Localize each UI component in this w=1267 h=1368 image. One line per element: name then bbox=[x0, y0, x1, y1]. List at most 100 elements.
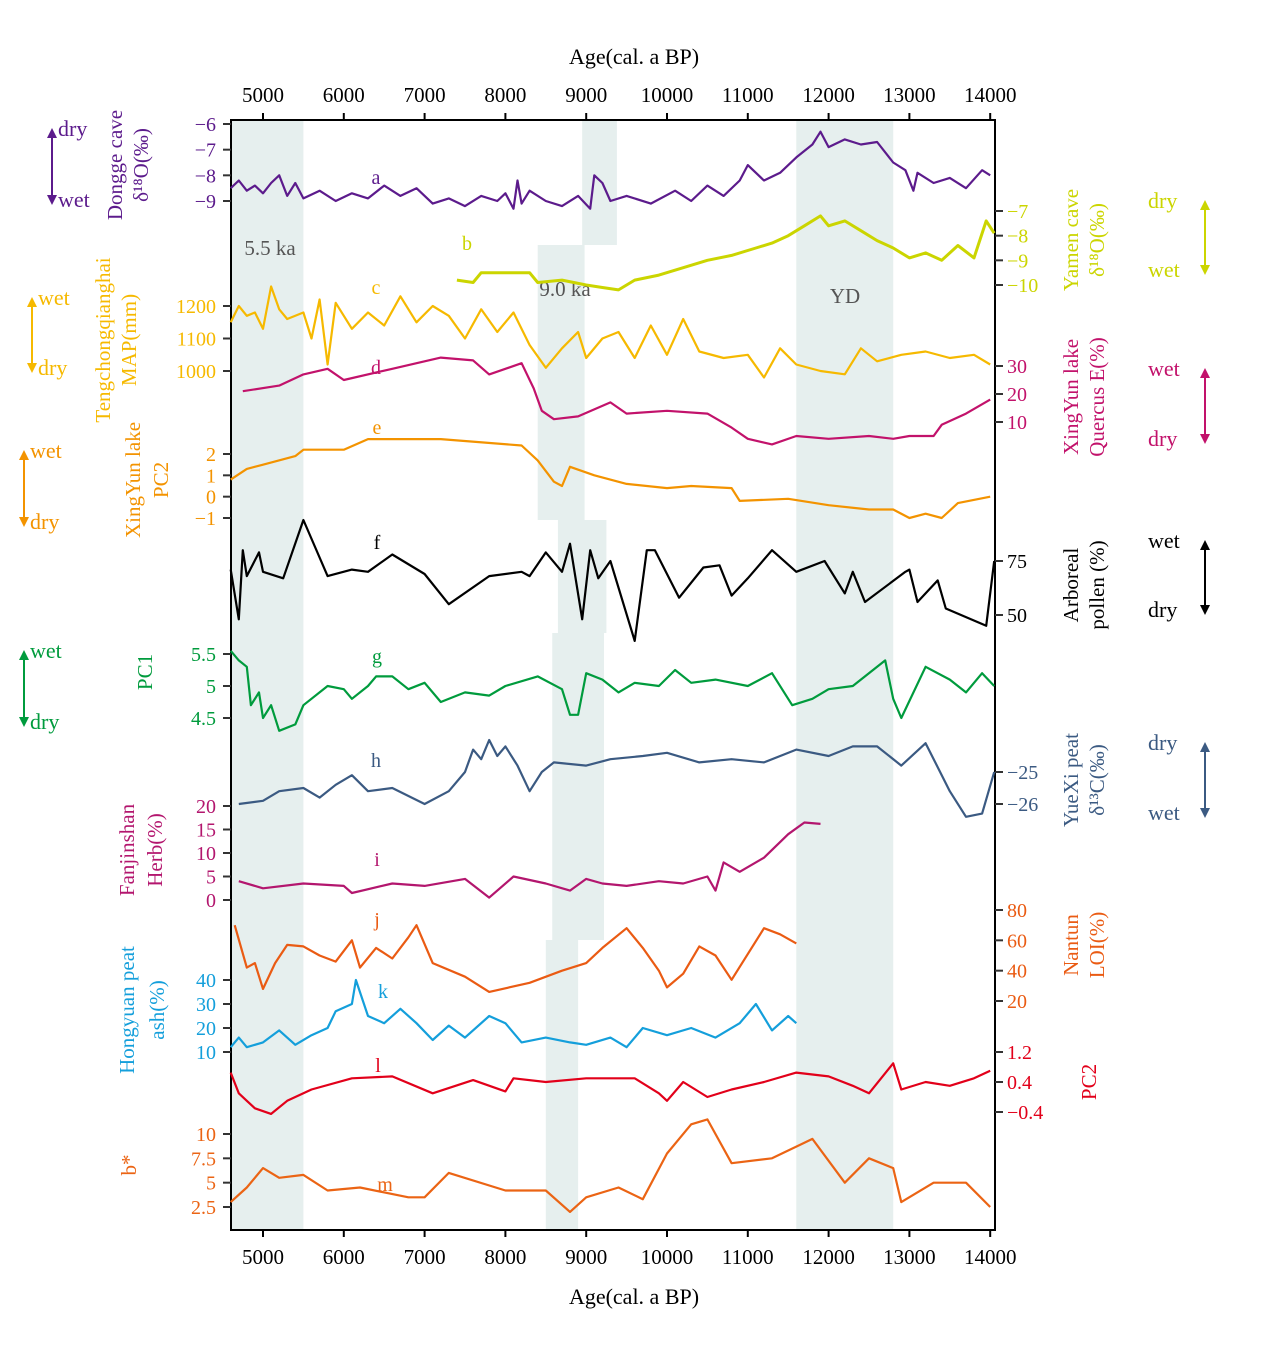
series-line-k bbox=[229, 978, 798, 1049]
direction-label-top: wet bbox=[30, 638, 62, 663]
y-tick-label-g: 4.5 bbox=[191, 708, 216, 730]
y-tick-label-i: 5 bbox=[206, 867, 216, 889]
arrow-up-icon bbox=[19, 450, 29, 460]
y-axis-title-i: Fanjinshan bbox=[115, 803, 139, 896]
y-tick-label-d: 30 bbox=[1007, 356, 1027, 378]
y-tick-label-a: −8 bbox=[195, 165, 216, 187]
series-line-b bbox=[456, 214, 996, 292]
shaded-interval bbox=[537, 245, 585, 520]
shaded-interval bbox=[582, 120, 617, 245]
y-axis-title-k: ash(%) bbox=[145, 980, 169, 1039]
y-axis-title-h: δ¹³C(‰) bbox=[1085, 744, 1109, 815]
arrow-up-icon bbox=[19, 650, 29, 660]
x-tick-label-top: 10000 bbox=[641, 83, 694, 107]
y-tick-label-e: 1 bbox=[206, 465, 216, 487]
y-tick-label-m: 7.5 bbox=[191, 1148, 216, 1170]
y-axis-title-d: Quercus E(%) bbox=[1085, 337, 1109, 457]
x-tick-label-top: 11000 bbox=[722, 83, 774, 107]
y-tick-label-i: 15 bbox=[196, 820, 216, 842]
annotation-label: YD bbox=[830, 284, 860, 308]
y-axis-title-j: LOI(%) bbox=[1085, 912, 1109, 978]
y-tick-label-j: 40 bbox=[1007, 961, 1027, 983]
y-tick-label-k: 30 bbox=[196, 994, 216, 1016]
series-line-e bbox=[230, 438, 991, 520]
y-tick-label-d: 10 bbox=[1007, 412, 1027, 434]
x-tick-label-bottom: 8000 bbox=[484, 1245, 526, 1269]
y-tick-label-h: −25 bbox=[1007, 762, 1038, 784]
y-tick-label-l: 1.2 bbox=[1007, 1042, 1032, 1064]
y-axis-title-b: δ¹⁸O(‰) bbox=[1085, 203, 1109, 277]
x-tick-label-bottom: 6000 bbox=[323, 1245, 365, 1269]
arrow-down-icon bbox=[27, 363, 37, 373]
series-label-e: e bbox=[373, 417, 382, 439]
y-tick-label-m: 10 bbox=[196, 1124, 216, 1146]
series-line-i bbox=[238, 821, 821, 899]
arrow-up-icon bbox=[1200, 742, 1210, 752]
y-axis-title-h: YueXi peat bbox=[1059, 733, 1083, 827]
y-axis-title-f: Arboreal bbox=[1059, 548, 1083, 623]
y-tick-label-b: −9 bbox=[1007, 250, 1028, 272]
y-tick-label-e: 2 bbox=[206, 444, 216, 466]
series-label-f: f bbox=[374, 532, 381, 554]
y-tick-label-j: 60 bbox=[1007, 930, 1027, 952]
arrow-up-icon bbox=[1200, 368, 1210, 378]
arrow-down-icon bbox=[1200, 265, 1210, 275]
x-tick-label-top: 5000 bbox=[242, 83, 284, 107]
y-tick-label-l: 0.4 bbox=[1007, 1072, 1032, 1094]
series-label-g: g bbox=[372, 646, 382, 668]
x-tick-label-top: 6000 bbox=[323, 83, 365, 107]
series-label-i: i bbox=[374, 849, 380, 871]
y-tick-label-m: 5 bbox=[206, 1173, 216, 1195]
y-tick-label-a: −7 bbox=[195, 140, 216, 162]
y-tick-label-g: 5 bbox=[206, 676, 216, 698]
x-tick-label-top: 12000 bbox=[802, 83, 855, 107]
y-tick-label-b: −10 bbox=[1007, 275, 1038, 297]
series-line-j bbox=[233, 924, 797, 994]
y-tick-label-g: 5.5 bbox=[191, 644, 216, 666]
y-tick-label-k: 10 bbox=[196, 1042, 216, 1064]
series-line-g bbox=[229, 650, 995, 732]
series-line-d bbox=[242, 356, 991, 446]
series-label-m: m bbox=[377, 1174, 393, 1196]
y-tick-label-i: 20 bbox=[196, 796, 216, 818]
y-tick-label-i: 10 bbox=[196, 843, 216, 865]
y-tick-label-e: −1 bbox=[195, 508, 216, 530]
direction-label-bottom: wet bbox=[58, 187, 90, 212]
x-tick-label-bottom: 5000 bbox=[242, 1245, 284, 1269]
arrow-up-icon bbox=[27, 297, 37, 307]
series-label-c: c bbox=[372, 277, 381, 299]
series-line-a bbox=[229, 130, 991, 210]
annotation-label: 5.5 ka bbox=[244, 236, 296, 260]
arrow-down-icon bbox=[1200, 605, 1210, 615]
y-axis-title-f: pollen (%) bbox=[1085, 540, 1109, 629]
arrow-down-icon bbox=[1200, 808, 1210, 818]
x-tick-label-bottom: 9000 bbox=[565, 1245, 607, 1269]
y-tick-label-e: 0 bbox=[206, 487, 216, 509]
direction-label-top: wet bbox=[1148, 528, 1180, 553]
y-tick-label-a: −9 bbox=[195, 191, 216, 213]
y-axis-title-e: XingYun lake bbox=[121, 422, 145, 538]
y-axis-title-d: XingYun lake bbox=[1059, 339, 1083, 455]
x-tick-label-top: 7000 bbox=[404, 83, 446, 107]
direction-label-top: dry bbox=[1148, 730, 1177, 755]
plot-frame bbox=[230, 119, 996, 1231]
y-axis-title-m: b* bbox=[117, 1155, 141, 1176]
x-axis-title-bottom: Age(cal. a BP) bbox=[569, 1284, 699, 1309]
direction-label-bottom: dry bbox=[38, 355, 67, 380]
y-axis-title-a: δ¹⁸O(‰) bbox=[129, 128, 153, 202]
direction-label-bottom: dry bbox=[1148, 426, 1177, 451]
y-axis-title-b: Yamen cave bbox=[1059, 189, 1083, 291]
x-axis-title-top: Age(cal. a BP) bbox=[569, 44, 699, 69]
series-label-j: j bbox=[373, 909, 380, 931]
y-tick-label-c: 1000 bbox=[176, 361, 216, 383]
y-axis-title-g: PC1 bbox=[133, 654, 157, 690]
y-axis-title-a: Dongge cave bbox=[103, 110, 127, 220]
arrow-down-icon bbox=[19, 717, 29, 727]
x-tick-label-bottom: 14000 bbox=[964, 1245, 1017, 1269]
series-label-l: l bbox=[375, 1055, 381, 1077]
series-label-a: a bbox=[372, 167, 381, 189]
arrow-up-icon bbox=[47, 128, 57, 138]
series-line-f bbox=[229, 518, 996, 643]
direction-label-top: wet bbox=[38, 285, 70, 310]
